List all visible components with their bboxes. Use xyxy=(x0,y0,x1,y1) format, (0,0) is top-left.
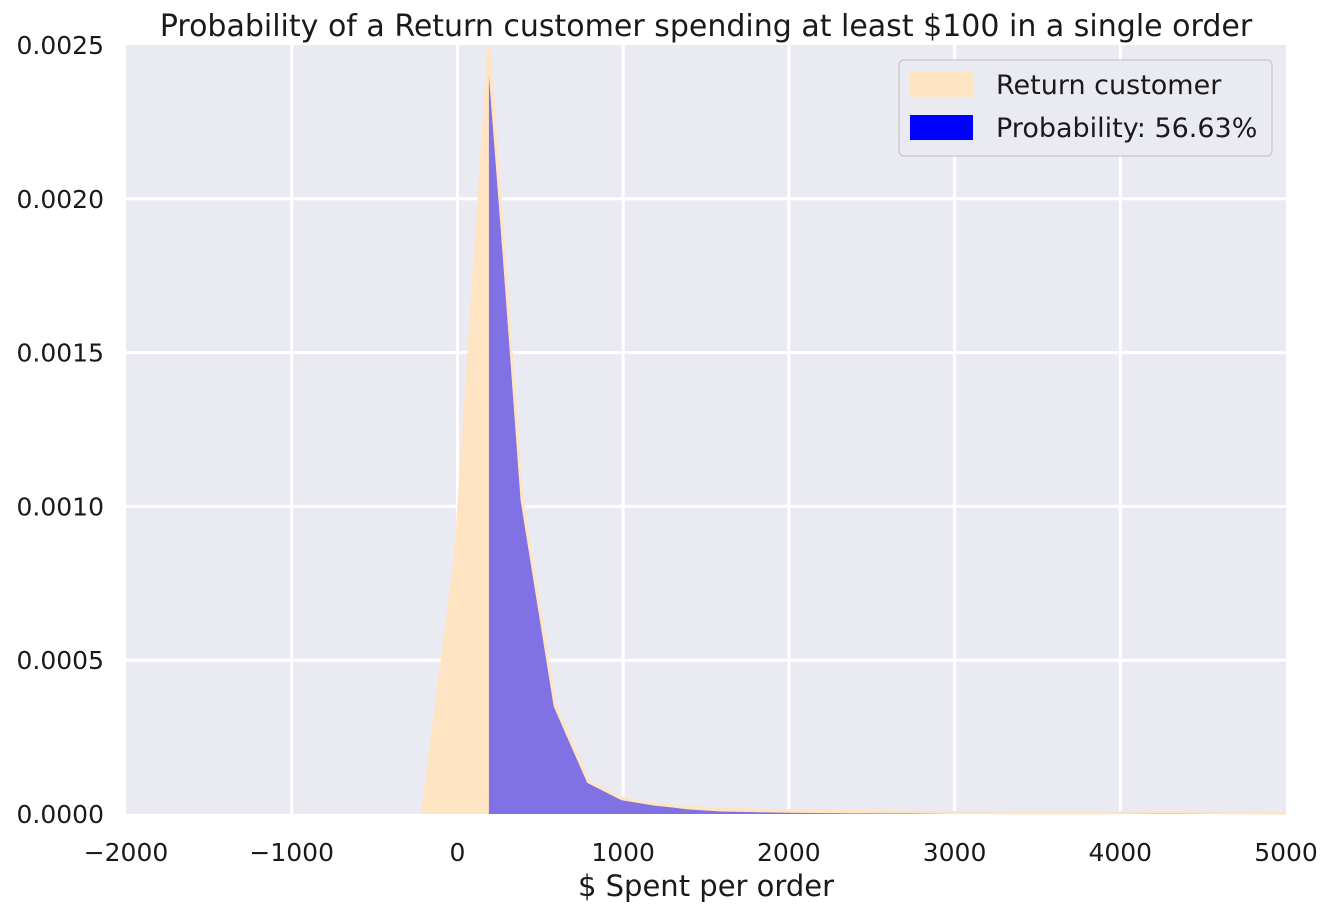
area-layer xyxy=(421,44,1287,815)
y-tick-label: 0.0010 xyxy=(17,492,104,521)
plot-background xyxy=(126,45,1286,814)
grid xyxy=(126,45,1286,814)
x-tick-label: 1000 xyxy=(591,838,655,867)
legend: Return customer Probability: 56.63% xyxy=(898,59,1273,157)
line-return-customer xyxy=(421,44,1287,815)
x-axis-label: $ Spent per order xyxy=(578,869,834,903)
y-tick-label: 0.0005 xyxy=(17,646,104,675)
x-tick-label: −1000 xyxy=(249,838,334,867)
legend-swatch-return-customer xyxy=(910,72,973,97)
y-tick-label: 0.0000 xyxy=(17,800,104,829)
x-tick-label: 0 xyxy=(449,838,465,867)
legend-label-probability: Probability: 56.63% xyxy=(996,113,1257,144)
y-tick-label: 0.0020 xyxy=(17,185,104,214)
x-axis-ticks: −2000 −1000 0 1000 2000 3000 4000 5000 xyxy=(84,838,1318,867)
y-axis-ticks: 0.0000 0.0005 0.0010 0.0015 0.0020 0.0025 xyxy=(17,31,104,829)
x-tick-label: 4000 xyxy=(1088,838,1152,867)
x-tick-label: 3000 xyxy=(923,838,987,867)
x-tick-label: −2000 xyxy=(84,838,169,867)
x-tick-label: 5000 xyxy=(1254,838,1318,867)
legend-box xyxy=(898,59,1273,157)
y-tick-label: 0.0015 xyxy=(17,339,104,368)
y-tick-label: 0.0025 xyxy=(17,31,104,60)
legend-label-return-customer: Return customer xyxy=(996,70,1222,101)
x-tick-label: 2000 xyxy=(757,838,821,867)
legend-swatch-probability xyxy=(910,115,973,140)
chart-title: Probability of a Return customer spendin… xyxy=(160,9,1253,44)
